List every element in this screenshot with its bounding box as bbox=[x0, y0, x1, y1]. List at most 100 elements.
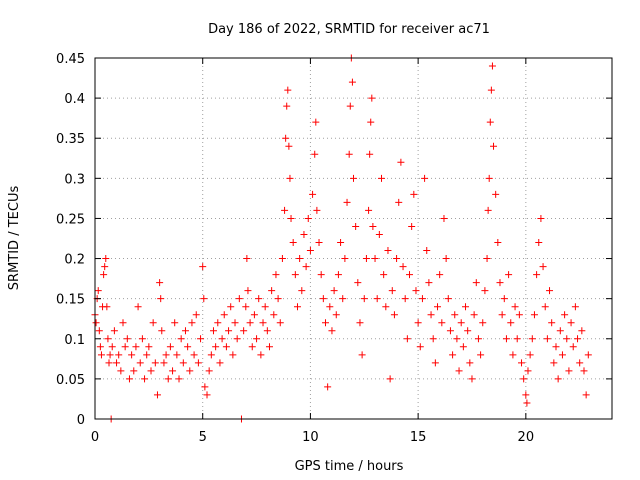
data-point bbox=[149, 319, 157, 327]
y-tick-label: 0.3 bbox=[64, 172, 85, 187]
data-point bbox=[464, 327, 472, 335]
data-point bbox=[408, 222, 416, 230]
data-point bbox=[261, 303, 269, 311]
data-point bbox=[578, 327, 586, 335]
data-point bbox=[153, 391, 161, 399]
x-axis-label: GPS time / hours bbox=[295, 459, 404, 474]
data-point bbox=[287, 214, 295, 222]
data-point bbox=[507, 319, 515, 327]
data-point bbox=[371, 255, 379, 263]
data-point bbox=[378, 174, 386, 182]
data-point bbox=[528, 335, 536, 343]
data-point bbox=[535, 239, 543, 247]
data-point bbox=[225, 327, 233, 335]
data-point bbox=[354, 279, 362, 287]
data-point bbox=[346, 102, 354, 110]
data-point bbox=[543, 335, 551, 343]
data-point bbox=[487, 86, 495, 94]
x-tick-label: 15 bbox=[410, 430, 427, 445]
data-point bbox=[162, 351, 170, 359]
y-tick-label: 0.05 bbox=[56, 373, 85, 388]
data-point bbox=[158, 327, 166, 335]
data-point bbox=[380, 271, 388, 279]
data-point bbox=[348, 78, 356, 86]
data-point bbox=[186, 367, 194, 375]
y-tick-label: 0.25 bbox=[56, 212, 85, 227]
data-point bbox=[431, 359, 439, 367]
data-point bbox=[281, 206, 289, 214]
data-point bbox=[282, 134, 290, 142]
data-point bbox=[580, 367, 588, 375]
data-point bbox=[284, 86, 292, 94]
data-point bbox=[205, 367, 213, 375]
data-point bbox=[179, 359, 187, 367]
data-point bbox=[496, 279, 504, 287]
data-point bbox=[552, 343, 560, 351]
data-point bbox=[395, 198, 403, 206]
data-point bbox=[272, 271, 280, 279]
data-point bbox=[484, 206, 492, 214]
data-point bbox=[138, 335, 146, 343]
data-point bbox=[523, 399, 531, 407]
data-point bbox=[311, 150, 319, 158]
data-point bbox=[462, 303, 470, 311]
data-point bbox=[518, 359, 526, 367]
data-point bbox=[373, 295, 381, 303]
data-point bbox=[166, 343, 174, 351]
data-point bbox=[270, 311, 278, 319]
data-point bbox=[474, 335, 482, 343]
data-point bbox=[330, 287, 338, 295]
data-point bbox=[345, 150, 353, 158]
data-point bbox=[539, 263, 547, 271]
data-point bbox=[190, 351, 198, 359]
data-point bbox=[293, 303, 301, 311]
data-point bbox=[200, 295, 208, 303]
data-point bbox=[244, 287, 252, 295]
data-point bbox=[449, 351, 457, 359]
data-point bbox=[105, 359, 113, 367]
data-point bbox=[130, 367, 138, 375]
data-point bbox=[145, 343, 153, 351]
data-point bbox=[550, 359, 558, 367]
data-point bbox=[541, 303, 549, 311]
data-point bbox=[561, 311, 569, 319]
data-point bbox=[312, 118, 320, 126]
data-point bbox=[175, 375, 183, 383]
data-point bbox=[382, 303, 390, 311]
data-point bbox=[368, 94, 376, 102]
data-point bbox=[421, 174, 429, 182]
data-point bbox=[332, 311, 340, 319]
data-points bbox=[91, 54, 592, 423]
data-point bbox=[298, 287, 306, 295]
grid-lines bbox=[95, 58, 612, 419]
y-tick-label: 0.4 bbox=[64, 92, 85, 107]
data-point bbox=[212, 343, 220, 351]
data-point bbox=[108, 343, 116, 351]
data-point bbox=[117, 367, 125, 375]
data-point bbox=[121, 343, 129, 351]
y-tick-label: 0 bbox=[77, 413, 85, 428]
data-point bbox=[446, 327, 454, 335]
data-point bbox=[513, 335, 521, 343]
data-point bbox=[328, 327, 336, 335]
data-point bbox=[96, 343, 104, 351]
data-point bbox=[240, 327, 248, 335]
data-point bbox=[341, 255, 349, 263]
data-point bbox=[233, 335, 241, 343]
data-point bbox=[104, 335, 112, 343]
data-point bbox=[457, 319, 465, 327]
data-point bbox=[515, 311, 523, 319]
data-point bbox=[416, 343, 424, 351]
data-point bbox=[556, 327, 564, 335]
data-point bbox=[113, 359, 121, 367]
data-point bbox=[367, 118, 375, 126]
data-point bbox=[278, 255, 286, 263]
data-point bbox=[106, 351, 114, 359]
data-point bbox=[358, 351, 366, 359]
data-point bbox=[194, 359, 202, 367]
data-point bbox=[315, 239, 323, 247]
data-point bbox=[481, 287, 489, 295]
data-point bbox=[216, 359, 224, 367]
data-point bbox=[571, 303, 579, 311]
data-point bbox=[490, 142, 498, 150]
